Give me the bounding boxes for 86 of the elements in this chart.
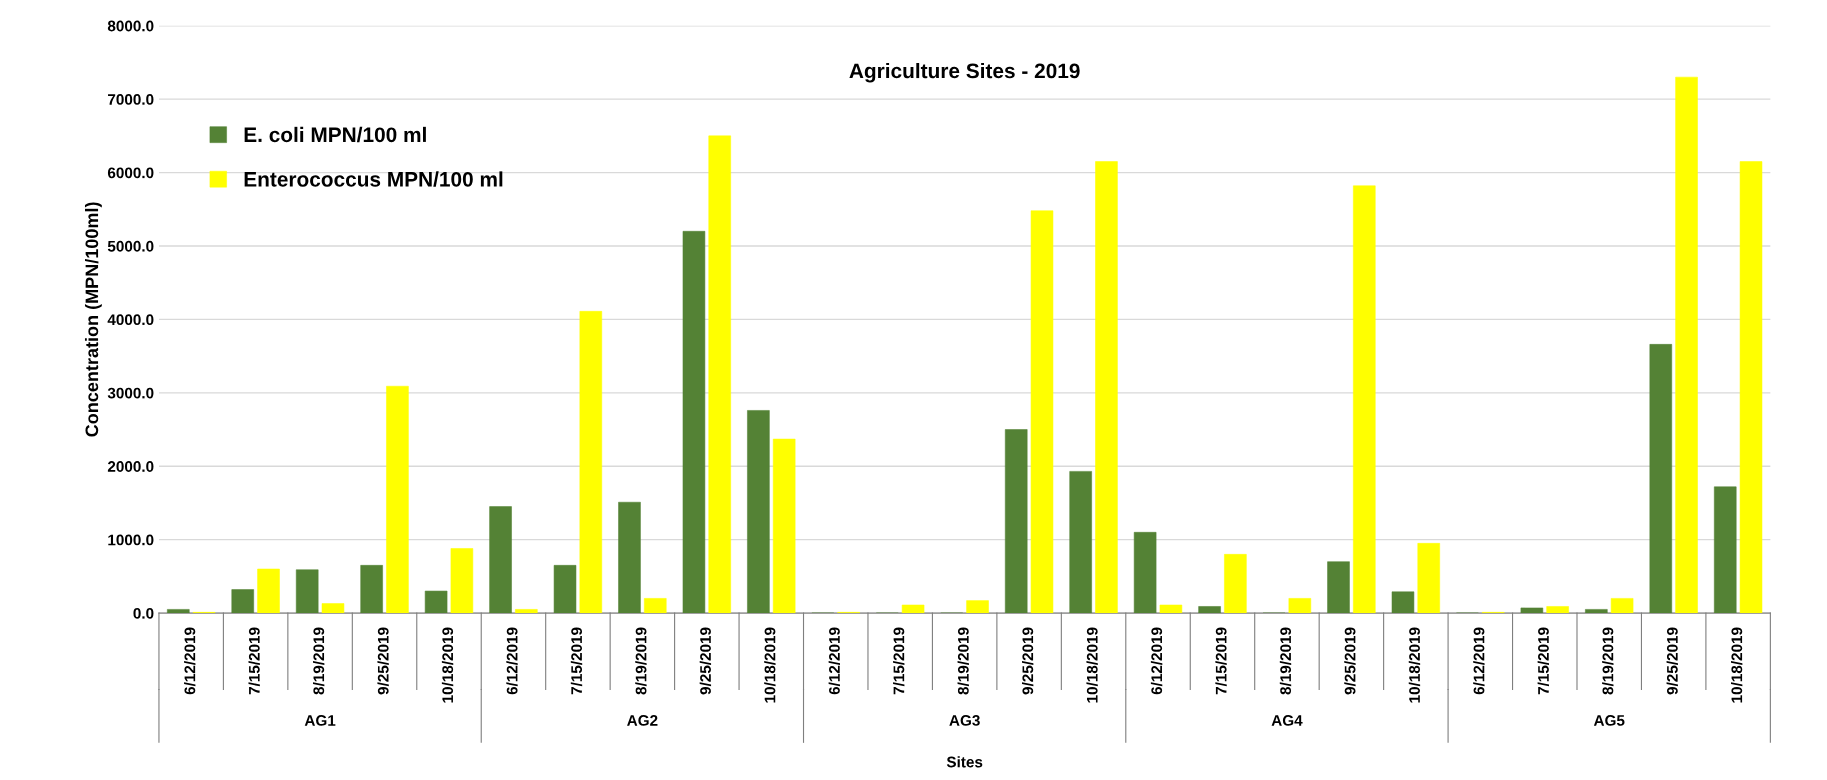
text: AG4: [1271, 715, 1303, 726]
bar: [618, 501, 641, 614]
bar: [167, 609, 190, 614]
bar: [295, 569, 319, 614]
x-tick-label: 9/25/2019: [1666, 627, 1678, 695]
bar: [708, 135, 731, 614]
x-tick-label: 8/19/2019: [957, 627, 969, 695]
bar: [1353, 185, 1376, 614]
y-tick-label: 8000.0: [107, 20, 154, 32]
bar: [1224, 554, 1247, 614]
bar: [1391, 591, 1415, 614]
x-tick-label: 9/25/2019: [1021, 627, 1034, 695]
x-tick-label: 9/25/2019: [699, 627, 712, 695]
x-tick-label: 7/15/2019: [570, 627, 583, 695]
bar: [1133, 532, 1157, 614]
text: AG5: [1593, 715, 1625, 726]
bar: [1520, 607, 1544, 614]
bar: [1327, 561, 1350, 614]
bar: [1288, 598, 1312, 614]
bar: [772, 438, 796, 614]
x-tick-label: 9/25/2019: [377, 627, 389, 695]
x-tick-label: 6/12/2019: [1150, 627, 1163, 695]
text: AG2: [627, 715, 658, 726]
x-tick-label: 7/15/2019: [893, 627, 905, 695]
y-tick-label: 2000.0: [107, 461, 154, 472]
y-tick-label: 5000.0: [107, 240, 154, 252]
bar: [1095, 161, 1118, 614]
bar: [1159, 604, 1183, 614]
bar: [1417, 543, 1440, 614]
y-tick-label: 1000.0: [108, 534, 154, 546]
x-tick-label: 6/12/2019: [506, 627, 518, 695]
x-axis-title: Sites: [946, 756, 983, 768]
y-tick-label: 3000.0: [107, 387, 154, 399]
legend-label: Enterococcus MPN/100 ml: [244, 171, 503, 187]
bar: [644, 598, 667, 614]
bar: [515, 609, 538, 614]
x-tick-label: 8/19/2019: [312, 627, 325, 695]
bar: [360, 565, 383, 614]
bar: [1546, 606, 1569, 614]
x-tick-label: 9/25/2019: [1344, 627, 1356, 695]
bar: [1004, 429, 1028, 614]
bar: [747, 410, 770, 614]
bar: [257, 568, 280, 614]
x-tick-label: 8/19/2019: [1602, 627, 1614, 695]
bar: [682, 231, 706, 614]
x-tick-label: 10/18/2019: [1086, 627, 1098, 703]
x-tick-label: 10/18/2019: [1731, 627, 1743, 703]
x-tick-label: 8/19/2019: [1279, 627, 1292, 695]
bar: [489, 506, 512, 614]
x-tick-label: 6/12/2019: [1473, 627, 1485, 695]
bar: [966, 600, 989, 614]
y-tick-label: 0.0: [133, 607, 154, 619]
y-tick-label: 6000.0: [107, 167, 154, 179]
bar: [1610, 598, 1634, 614]
bar: [450, 548, 474, 614]
x-tick-label: 6/12/2019: [184, 627, 196, 695]
x-tick-label: 7/15/2019: [248, 627, 260, 695]
bar: [1649, 344, 1673, 614]
bar: [1739, 161, 1763, 614]
bar: [1585, 609, 1608, 614]
bar: [231, 589, 254, 614]
text: Agriculture Sites - 2019: [849, 62, 1080, 83]
x-tick-label: 7/15/2019: [1215, 627, 1227, 695]
y-tick-label: 4000.0: [107, 314, 154, 326]
x-tick-label: 7/15/2019: [1537, 627, 1550, 695]
bar: [321, 603, 345, 614]
legend-label: E. coli MPN/100 ml: [244, 126, 426, 143]
bar: [386, 385, 409, 614]
bar: [1198, 606, 1221, 614]
bar: [1675, 76, 1698, 614]
y-tick-label: 7000.0: [108, 94, 154, 105]
x-tick-label: 8/19/2019: [635, 627, 647, 695]
y-axis-title: Concentration (MPN/100ml): [84, 202, 102, 437]
bar: [553, 565, 577, 614]
x-tick-label: 10/18/2019: [441, 627, 454, 703]
bar: [1714, 486, 1737, 614]
bar: [424, 590, 448, 614]
bar: [901, 604, 925, 614]
bar: [579, 311, 603, 614]
text: AG1: [304, 715, 336, 726]
text: AG3: [949, 715, 980, 726]
bar: [1069, 471, 1092, 614]
x-tick-label: 10/18/2019: [1408, 627, 1421, 703]
bar: [1030, 210, 1054, 614]
x-tick-label: 6/12/2019: [828, 627, 840, 695]
x-tick-label: 10/18/2019: [764, 627, 776, 703]
